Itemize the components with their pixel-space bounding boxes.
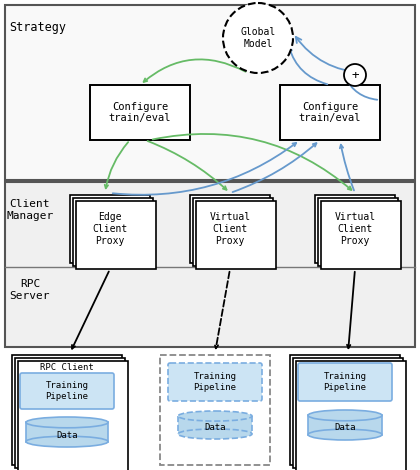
Bar (90, 85, 190, 140)
Text: Virtual
Client
Proxy: Virtual Client Proxy (334, 212, 375, 246)
Bar (70, 195, 150, 263)
Bar (190, 195, 270, 263)
Text: RPC
Server: RPC Server (10, 279, 50, 301)
Bar (315, 195, 395, 263)
Circle shape (344, 64, 366, 86)
Ellipse shape (178, 429, 252, 439)
Text: Training
Pipeline: Training Pipeline (45, 381, 89, 401)
Ellipse shape (308, 410, 382, 421)
Text: Data: Data (56, 431, 78, 439)
Text: Global
Model: Global Model (240, 27, 276, 49)
Text: Configure
train/eval: Configure train/eval (109, 102, 171, 123)
Bar (5, 5, 415, 180)
Ellipse shape (178, 411, 252, 421)
Bar (193, 198, 273, 266)
Text: Client
Manager: Client Manager (6, 199, 54, 221)
Bar (280, 85, 380, 140)
Bar (73, 198, 153, 266)
Bar (290, 355, 400, 465)
Text: Virtual
Client
Proxy: Virtual Client Proxy (210, 212, 251, 246)
Ellipse shape (26, 436, 108, 447)
Ellipse shape (26, 417, 108, 428)
Text: RPC Client: RPC Client (40, 363, 94, 372)
Bar (76, 201, 156, 269)
Bar (5, 182, 415, 347)
Bar (160, 355, 270, 465)
Text: Training
Pipeline: Training Pipeline (194, 372, 236, 392)
Text: Configure
train/eval: Configure train/eval (299, 102, 361, 123)
Bar (321, 201, 401, 269)
Bar (293, 358, 403, 468)
Bar (18, 361, 128, 470)
Bar (296, 361, 406, 470)
Text: Edge
Client
Proxy: Edge Client Proxy (92, 212, 128, 246)
FancyBboxPatch shape (168, 363, 262, 401)
Bar (196, 201, 276, 269)
Text: Training
Pipeline: Training Pipeline (323, 372, 367, 392)
Ellipse shape (308, 429, 382, 440)
Text: Data: Data (204, 423, 226, 432)
Bar (12, 355, 122, 465)
Bar (15, 358, 125, 468)
Bar (308, 415, 382, 435)
Bar (26, 423, 108, 442)
FancyBboxPatch shape (20, 373, 114, 409)
Circle shape (223, 3, 293, 73)
Text: Data: Data (334, 423, 356, 432)
Text: Strategy: Strategy (10, 22, 66, 34)
Bar (318, 198, 398, 266)
FancyBboxPatch shape (298, 363, 392, 401)
Text: +: + (351, 69, 359, 81)
Bar (178, 416, 252, 434)
